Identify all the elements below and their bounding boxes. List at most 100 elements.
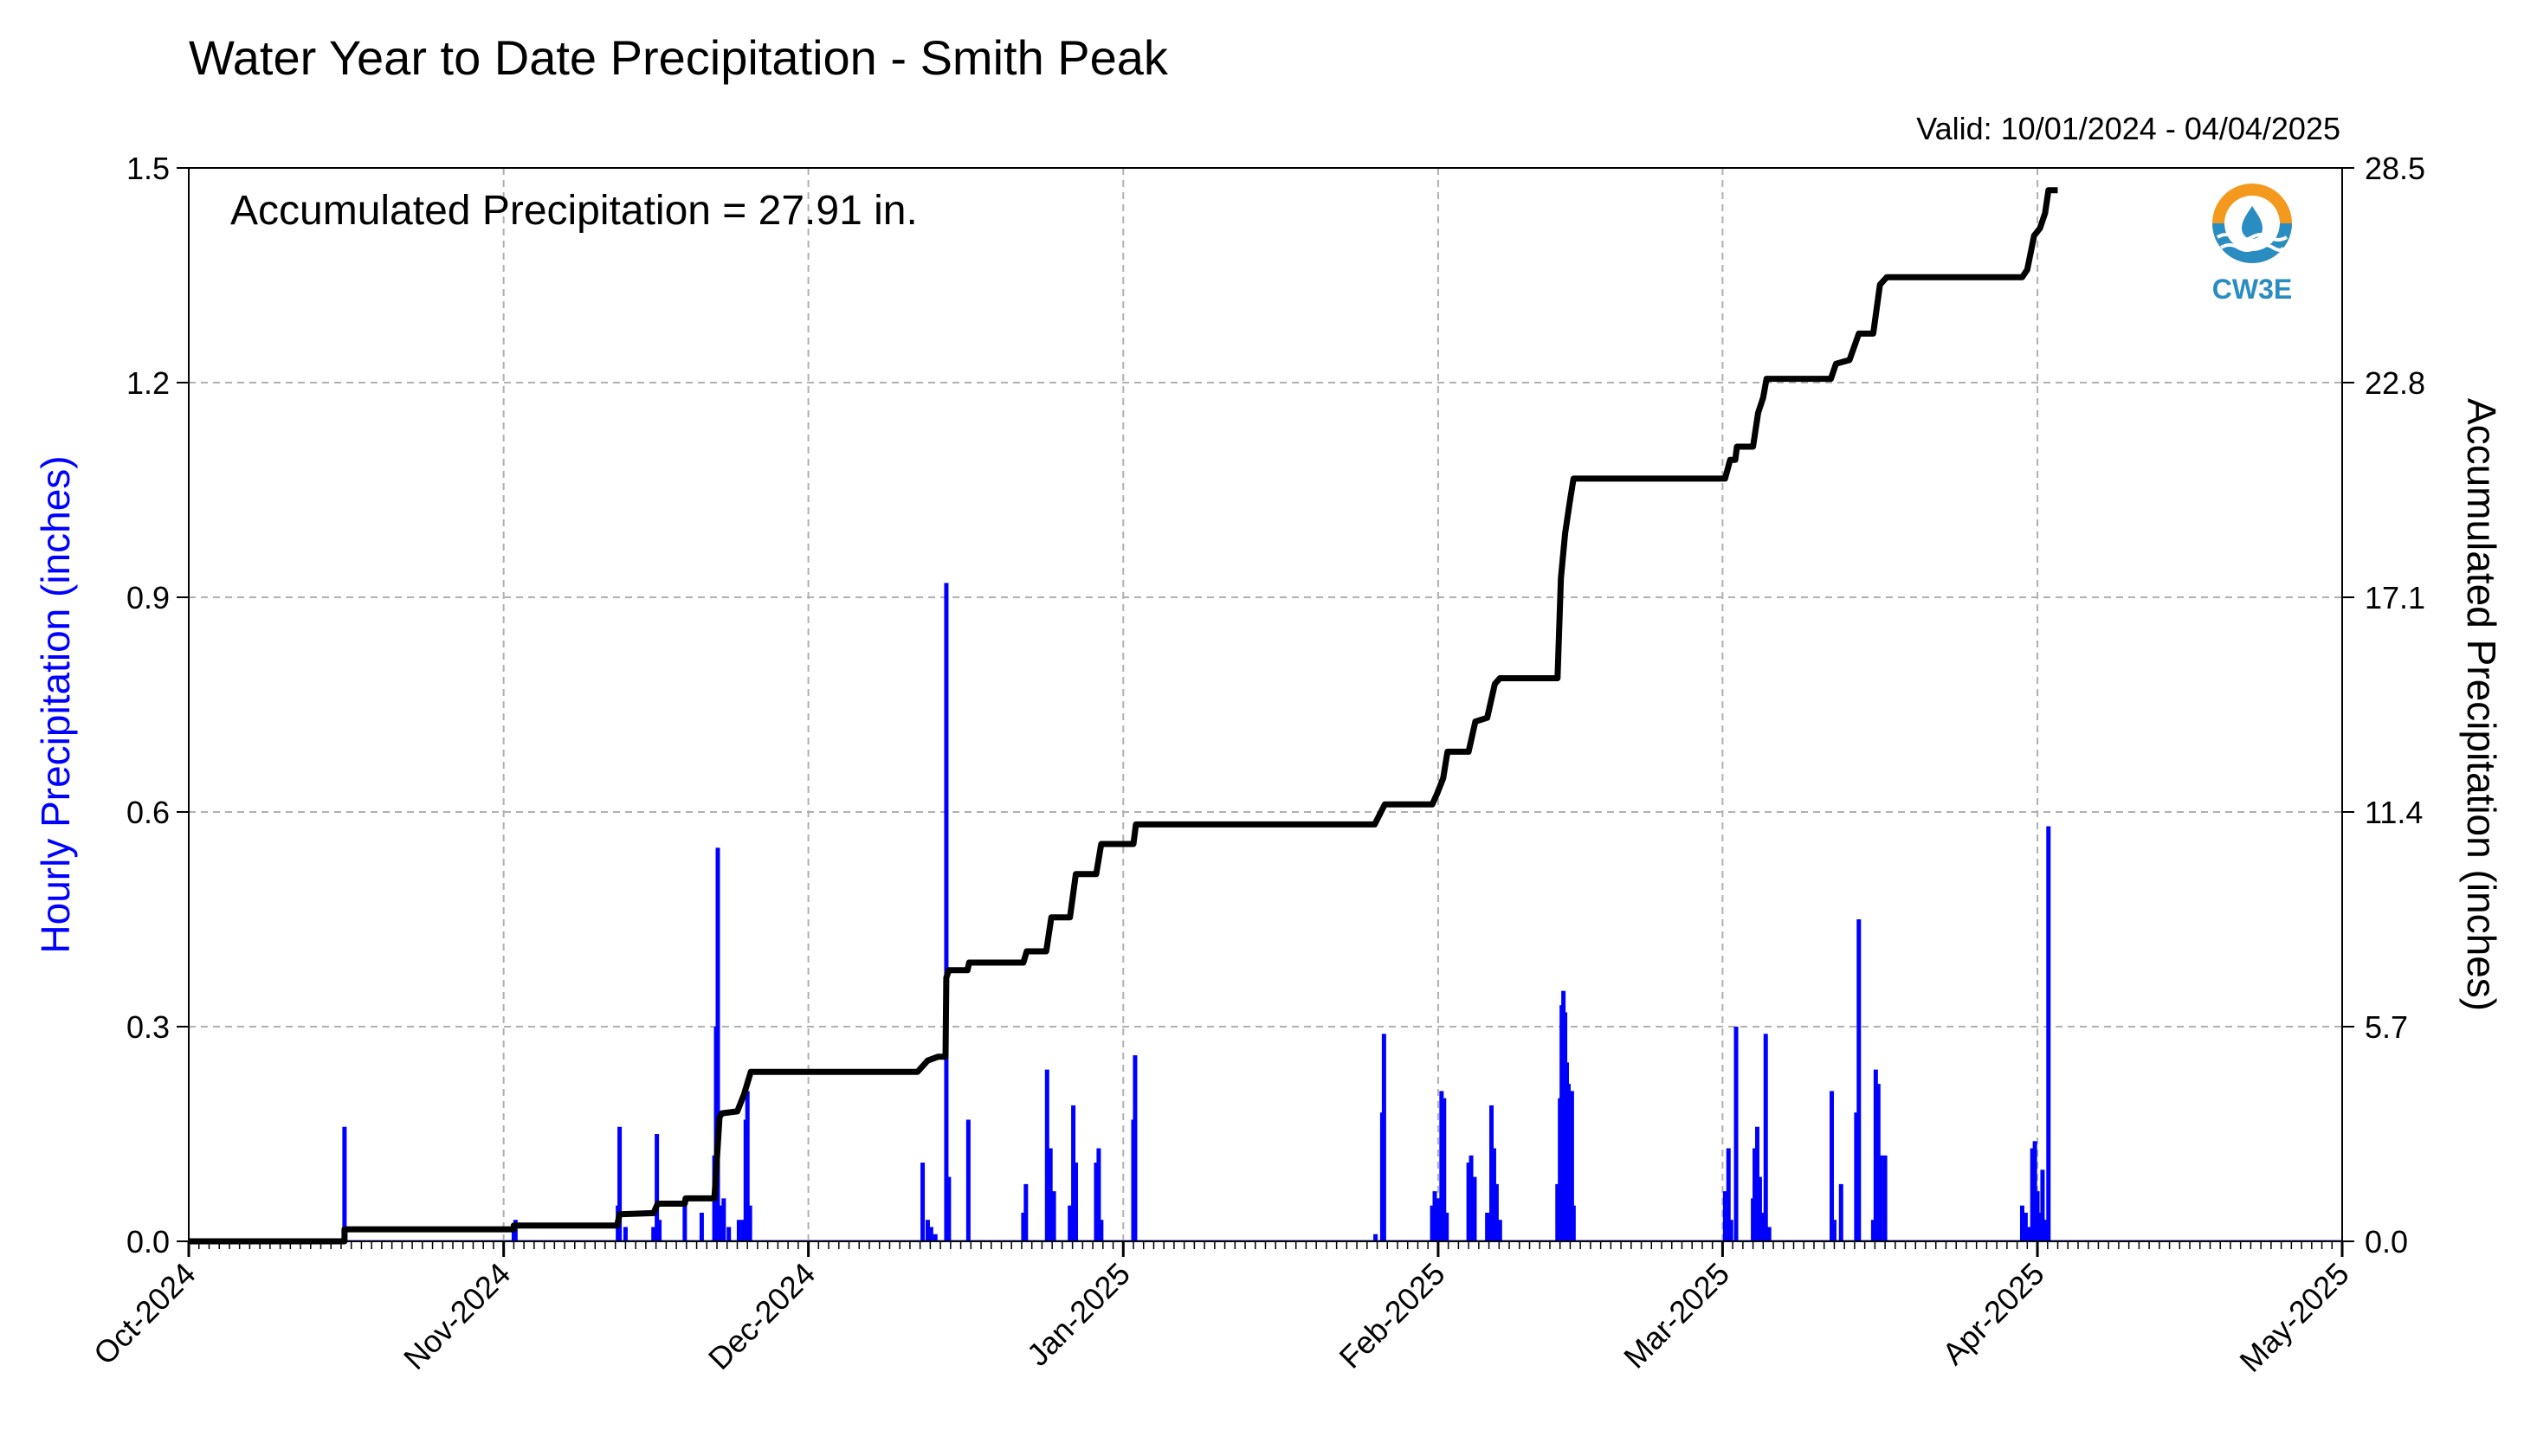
hourly-bar: [1444, 1212, 1449, 1241]
hourly-bar: [2035, 1191, 2040, 1241]
hourly-bar: [740, 1220, 746, 1241]
left-tick-label: 0.9: [126, 580, 170, 615]
hourly-bar: [1051, 1191, 1056, 1241]
hourly-bar: [1096, 1148, 1101, 1241]
accumulated-line: [189, 187, 2058, 1245]
hourly-bar: [1074, 1163, 1079, 1241]
hourly-bar: [1766, 1227, 1772, 1241]
right-axis: 0.0 5.7 11.4 17.1 22.8 28.5: [2342, 151, 2425, 1260]
hourly-bar: [1436, 1198, 1441, 1241]
right-tick-label: 0.0: [2365, 1224, 2408, 1260]
hourly-bar: [1763, 1034, 1768, 1241]
hourly-bar: [699, 1212, 704, 1241]
hourly-bar: [1759, 1212, 1765, 1241]
right-tick-label: 22.8: [2365, 365, 2425, 401]
hourly-bar: [928, 1227, 933, 1241]
hourly-bar: [1094, 1163, 1099, 1241]
hourly-bar: [1831, 1220, 1837, 1241]
hourly-bar: [1489, 1105, 1494, 1241]
hourly-bar: [2019, 1205, 2024, 1241]
hourly-bar: [745, 1091, 750, 1241]
hourly-bar: [1071, 1105, 1076, 1241]
hourly-bar: [1722, 1191, 1727, 1241]
x-tick-label: Mar-2025: [1617, 1256, 1736, 1375]
right-tick-label: 11.4: [2365, 795, 2423, 830]
hourly-bar: [1021, 1212, 1026, 1241]
hourly-bar: [736, 1220, 741, 1241]
hourly-bar: [1068, 1205, 1073, 1241]
left-tick-label: 1.2: [126, 365, 170, 401]
left-tick-label: 0.6: [126, 795, 170, 830]
right-tick-label: 17.1: [2365, 580, 2425, 615]
left-tick-label: 1.5: [126, 151, 170, 186]
hourly-bar: [1432, 1191, 1437, 1241]
hourly-bar: [655, 1134, 660, 1241]
hourly-bar: [1497, 1220, 1502, 1241]
hourly-bar: [747, 1205, 752, 1241]
left-axis-title: Hourly Precipitation (inches): [33, 455, 78, 953]
hourly-bar: [726, 1227, 732, 1241]
left-tick-label: 0.3: [126, 1009, 170, 1045]
valid-range: Valid: 10/01/2024 - 04/04/2025: [1916, 111, 2340, 146]
x-tick-label: Oct-2024: [87, 1256, 203, 1372]
hourly-bar: [933, 1234, 938, 1241]
hourly-bar: [2023, 1212, 2028, 1241]
hourly-bar: [2040, 1169, 2045, 1241]
hourly-bar: [617, 1126, 623, 1241]
hourly-bar: [1726, 1148, 1731, 1241]
hourly-bar: [1373, 1234, 1378, 1241]
hourly-bar: [1472, 1176, 1477, 1241]
hourly-bar: [1875, 1084, 1881, 1241]
logo-text: CW3E: [2212, 274, 2292, 305]
hourly-bar: [1133, 1055, 1138, 1241]
hourly-bar: [1485, 1212, 1490, 1241]
hourly-bar: [965, 1119, 971, 1241]
hourly-bar: [657, 1220, 662, 1241]
accumulated-annotation: Accumulated Precipitation = 27.91 in.: [230, 188, 918, 234]
hourly-bar: [1754, 1126, 1759, 1241]
hourly-bar: [1838, 1183, 1843, 1241]
hourly-bar: [1491, 1148, 1496, 1241]
hourly-bar: [2026, 1227, 2031, 1241]
right-tick-label: 5.7: [2365, 1009, 2408, 1045]
hourly-bar: [1728, 1220, 1733, 1241]
left-tick-label: 0.0: [126, 1224, 170, 1260]
hourly-bar: [1873, 1069, 1878, 1241]
hourly-bar: [342, 1126, 347, 1241]
hourly-bar: [1099, 1220, 1104, 1241]
x-axis: Oct-2024 Nov-2024 Dec-2024 Jan-2025 Feb-2025…: [87, 1241, 2356, 1379]
right-axis-title: Accumulated Precipitation (inches): [2459, 398, 2504, 1011]
x-tick-label: Feb-2025: [1333, 1256, 1452, 1375]
hourly-bar: [925, 1220, 930, 1241]
x-tick-label: Nov-2024: [397, 1256, 517, 1376]
hourly-bar: [1878, 1155, 1883, 1241]
hourly-bar: [623, 1227, 628, 1241]
hourly-bar: [946, 1176, 952, 1241]
hourly-bar: [1381, 1034, 1386, 1241]
left-axis: 0.0 0.3 0.6 0.9 1.2 1.5: [126, 151, 189, 1260]
hourly-bar: [718, 1205, 723, 1241]
hourly-bar: [2046, 826, 2051, 1241]
hourly-bar: [1757, 1176, 1762, 1241]
hourly-bar: [682, 1205, 687, 1241]
cw3e-logo: CW3E: [2212, 184, 2292, 305]
plot-frame: [188, 167, 2343, 1242]
hourly-bar: [1044, 1069, 1049, 1241]
hourly-bar: [721, 1198, 726, 1241]
hourly-bar: [1569, 1091, 1574, 1241]
hourly-bars: [342, 583, 2051, 1241]
hourly-bar: [1466, 1163, 1471, 1241]
hourly-bar: [1753, 1148, 1758, 1241]
hourly-bar: [1555, 1183, 1560, 1241]
hourly-bar: [1442, 1098, 1447, 1241]
hourly-bar: [651, 1227, 656, 1241]
x-tick-label: Dec-2024: [701, 1256, 822, 1376]
hourly-bar: [1870, 1220, 1875, 1241]
hourly-bar: [2043, 1220, 2048, 1241]
hourly-bar: [1430, 1205, 1435, 1241]
hourly-bar: [715, 847, 720, 1241]
hourly-bar: [1048, 1148, 1053, 1241]
hourly-bar: [1023, 1183, 1029, 1241]
hourly-bar: [1856, 919, 1862, 1241]
hourly-bar: [1830, 1091, 1835, 1241]
